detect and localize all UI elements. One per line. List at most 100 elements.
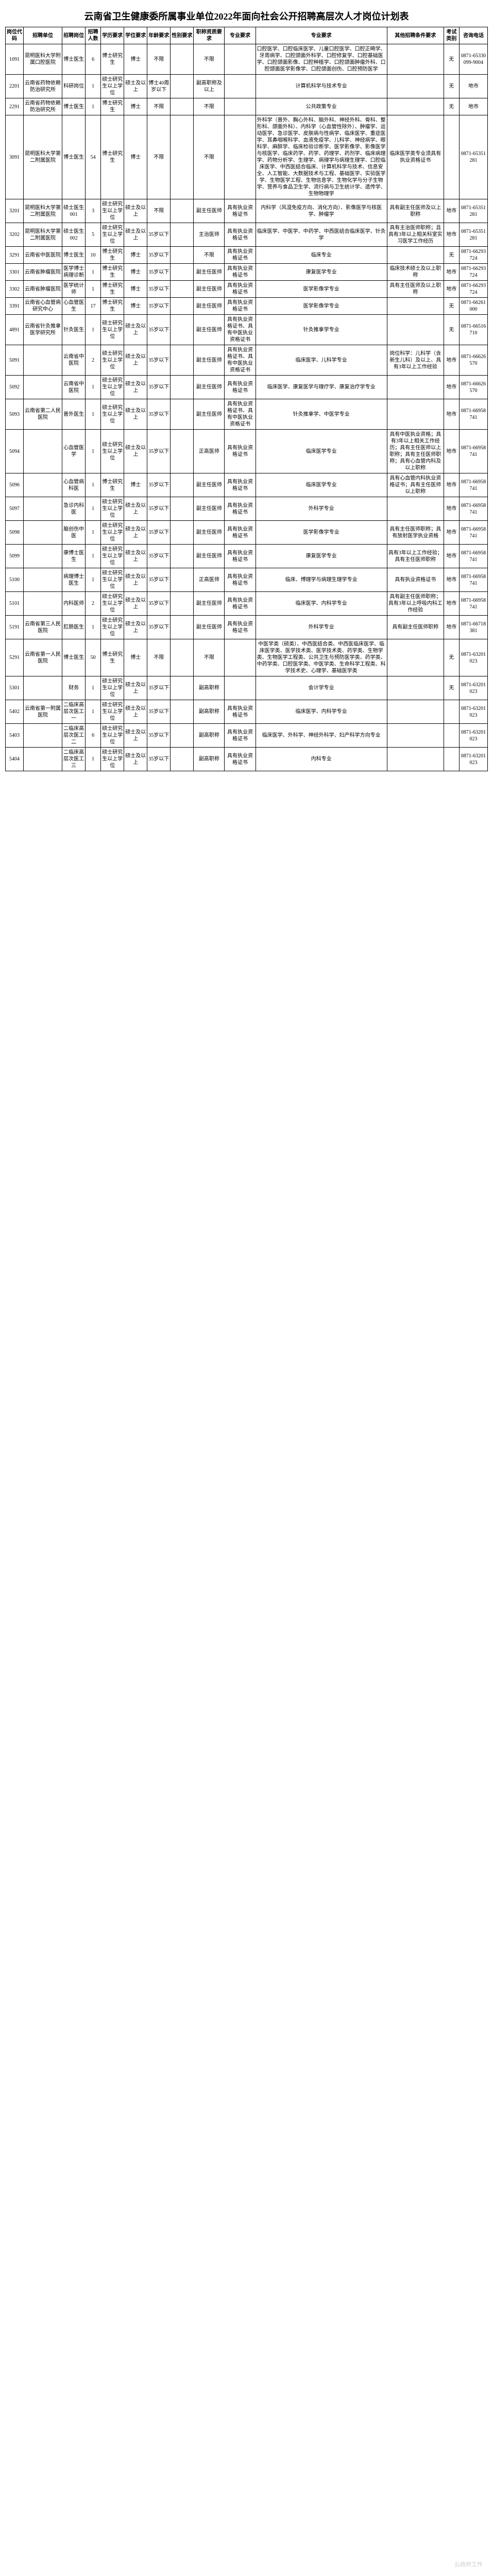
table-cell: 0871-63201023 [459,700,487,724]
table-cell: 云南省心血管病研究中心 [24,298,62,315]
table-cell: 副高职称 [194,724,225,748]
table-cell: 云南省中医医院 [24,247,62,264]
table-cell: 具有心血管内科执业资格证书；具有主任医师以上职称 [387,473,444,497]
table-cell: 副主任医师 [194,376,225,399]
table-cell: 副主任医师 [194,497,225,521]
table-cell: 5100 [6,568,24,592]
table-cell: 硕士及以上 [124,545,147,568]
table-cell: 针灸推拿学、中医学专业 [256,399,387,430]
table-cell: 硕士及以上 [124,724,147,748]
table-row: 5404二临床高层次医工三1硕士研究生以上学位硕士及以上35岁以下副高职称具有执… [6,748,488,771]
table-cell: 博士研究生 [101,247,124,264]
table-cell: 昆明医科大学附属口腔医院 [24,44,62,75]
table-row: 2201云南省药物依赖防治研究所科研岗位1硕士研究生以上学位硕士及以上博士40周… [6,75,488,98]
table-cell [225,98,256,115]
table-cell: 博士医生 [62,247,86,264]
table-cell [171,545,194,568]
table-cell: 二临床高层次医工三 [62,748,86,771]
table-cell: 具有执业资格证书、具有中医执业资格证书 [225,345,256,376]
table-cell [171,592,194,616]
table-cell: 0871-66718381 [459,616,487,639]
table-cell: 5094 [6,430,24,473]
table-cell: 具有执业资格证书、具有中医执业资格证书 [225,399,256,430]
table-cell: 外科学专业 [256,616,387,639]
col-header-12: 考试类别 [444,27,459,44]
table-cell [171,521,194,545]
table-cell: 硕士研究生以上学位 [101,399,124,430]
table-cell [171,345,194,376]
table-cell: 地市 [444,568,459,592]
table-cell: 副高职称及以上 [194,75,225,98]
table-cell: 35岁以下 [147,521,171,545]
table-cell: 2 [86,345,101,376]
table-cell: 35岁以下 [147,376,171,399]
table-cell: 5404 [6,748,24,771]
table-cell: 云南省第一人民医院 [24,639,62,676]
table-cell: 急诊内科医 [62,497,86,521]
table-cell: 博士研究生 [101,298,124,315]
table-cell: 35岁以下 [147,748,171,771]
table-cell: 临床医学、内科学专业 [256,592,387,616]
table-cell [24,545,62,568]
table-cell: 地市 [444,281,459,298]
table-cell: 医学博士病理诊断 [62,264,86,281]
table-cell: 35岁以下 [147,315,171,345]
table-cell: 医学统计师 [62,281,86,298]
table-cell: 博士 [124,639,147,676]
table-cell: 1 [86,75,101,98]
table-cell: 硕士及以上 [124,521,147,545]
table-cell: 不限 [147,199,171,223]
table-cell: 硕士研究生以上学位 [101,700,124,724]
table-cell: 3 [86,199,101,223]
table-cell: 不限 [147,98,171,115]
table-cell: 硕士研究生以上学位 [101,568,124,592]
table-cell: 副主任医师 [194,399,225,430]
table-cell: 5291 [6,639,24,676]
table-cell: 1 [86,616,101,639]
table-cell: 35岁以下 [147,497,171,521]
table-cell: 心血管医生 [62,298,86,315]
table-cell: 5091 [6,345,24,376]
table-row: 3391云南省心血管病研究中心心血管医生17博士研究生博士35岁以下副主任医师具… [6,298,488,315]
table-cell [387,376,444,399]
table-cell [24,724,62,748]
table-cell: 脑创伤中医 [62,521,86,545]
table-row: 3091昆明医科大学第二附属医院博士医生54博士研究生博士不限不限外科学（普外、… [6,115,488,199]
table-cell: 0871-66958741 [459,592,487,616]
table-cell: 硕士研究生以上学位 [101,75,124,98]
table-cell: 外科学专业 [256,497,387,521]
table-cell: 35岁以下 [147,298,171,315]
table-cell: 具有执业资格证书 [225,247,256,264]
table-cell [171,247,194,264]
col-header-10: 专业要求 [256,27,387,44]
col-header-1: 招聘单位 [24,27,62,44]
table-row: 5093云南省第二人民医院普外医生1硕士研究生以上学位硕士及以上35岁以下副主任… [6,399,488,430]
table-cell: 硕士研究生以上学位 [101,345,124,376]
table-cell: 硕士及以上 [124,399,147,430]
table-cell: 硕士研究生以上学位 [101,545,124,568]
table-cell: 云南省中医院 [62,345,86,376]
table-cell: 具有主任医师及以上职称 [387,281,444,298]
table-cell [387,399,444,430]
table-cell: 地市 [459,98,487,115]
table-cell [171,199,194,223]
table-cell: 35岁以下 [147,545,171,568]
table-cell [387,497,444,521]
table-cell: 具有3年以上工作经验；具有主任医师职称 [387,545,444,568]
table-cell: 副高职称 [194,748,225,771]
table-cell: 0871-66958741 [459,430,487,473]
table-cell: 不限 [147,44,171,75]
table-cell: 地市 [444,399,459,430]
table-cell [24,521,62,545]
table-cell: 副主任医师 [194,264,225,281]
table-cell: 2291 [6,98,24,115]
table-cell: 5402 [6,700,24,724]
table-cell [171,264,194,281]
col-header-5: 学位要求 [124,27,147,44]
table-cell: 无 [444,98,459,115]
table-cell: 副主任医师 [194,199,225,223]
table-cell: 无 [444,676,459,700]
table-cell: 6 [86,44,101,75]
table-cell: 0871-65351281 [459,199,487,223]
table-cell: 博士 [124,473,147,497]
